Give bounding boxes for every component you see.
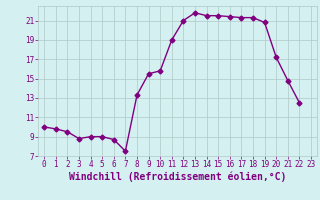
X-axis label: Windchill (Refroidissement éolien,°C): Windchill (Refroidissement éolien,°C) (69, 172, 286, 182)
